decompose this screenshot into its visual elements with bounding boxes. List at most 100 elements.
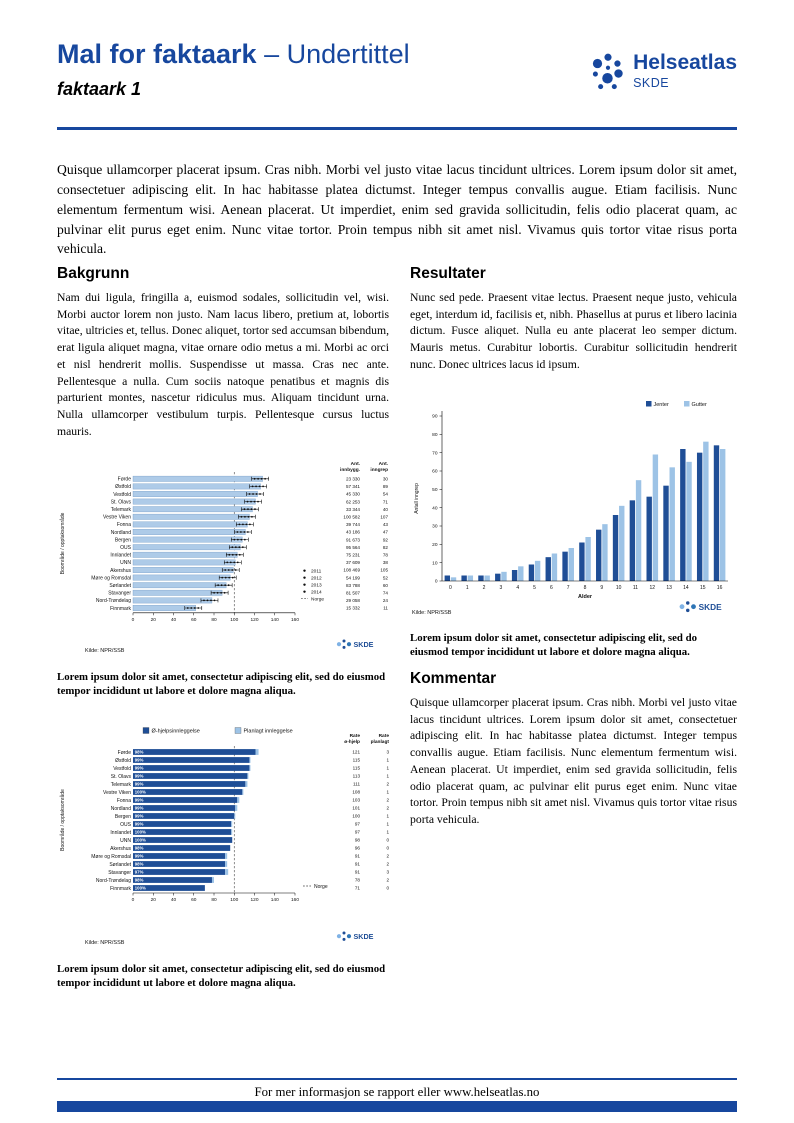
svg-text:15 332: 15 332 (346, 605, 360, 610)
svg-text:54: 54 (383, 491, 389, 496)
svg-text:Rate: Rate (350, 733, 361, 739)
svg-text:78: 78 (355, 878, 361, 883)
svg-text:Innlandet: Innlandet (110, 830, 131, 836)
svg-text:Innlandet: Innlandet (110, 552, 131, 558)
svg-text:Bergen: Bergen (115, 814, 131, 820)
helseatlas-logo-dots-icon (590, 52, 626, 99)
svg-text:1: 1 (466, 585, 469, 591)
svg-text:2: 2 (386, 862, 389, 867)
svg-text:115: 115 (353, 766, 361, 771)
svg-text:Alder: Alder (578, 594, 593, 600)
svg-text:20: 20 (151, 616, 157, 622)
svg-text:5: 5 (533, 585, 536, 591)
svg-text:78: 78 (383, 552, 389, 557)
svg-text:140: 140 (271, 897, 279, 903)
svg-text:2014: 2014 (311, 589, 322, 595)
svg-text:95 564: 95 564 (346, 545, 360, 550)
svg-text:innbygg.: innbygg. (340, 467, 360, 473)
svg-text:23 330: 23 330 (346, 476, 360, 481)
svg-text:99%: 99% (135, 774, 144, 779)
section-heading-bakgrunn: Bakgrunn (57, 265, 130, 282)
svg-text:120: 120 (250, 616, 258, 622)
svg-text:99%: 99% (135, 854, 144, 859)
svg-text:2012: 2012 (311, 575, 322, 581)
svg-text:2: 2 (386, 878, 389, 883)
svg-text:Telemark: Telemark (111, 782, 132, 788)
svg-text:60: 60 (383, 583, 389, 588)
svg-text:100%: 100% (135, 830, 146, 835)
svg-text:OUS: OUS (120, 822, 132, 828)
svg-text:20: 20 (432, 542, 438, 548)
svg-text:UNN: UNN (120, 560, 131, 566)
svg-text:91 673: 91 673 (346, 537, 360, 542)
svg-text:98: 98 (355, 838, 361, 843)
svg-text:Fonna: Fonna (117, 522, 131, 528)
svg-text:45 330: 45 330 (346, 491, 360, 496)
svg-text:62 253: 62 253 (346, 499, 360, 504)
svg-text:0: 0 (132, 897, 135, 903)
svg-text:30: 30 (383, 476, 389, 481)
svg-text:108: 108 (352, 790, 360, 795)
svg-text:71: 71 (355, 886, 361, 891)
svg-text:Akershus: Akershus (110, 846, 131, 852)
svg-text:1: 1 (386, 814, 389, 819)
svg-text:71: 71 (383, 499, 389, 504)
svg-text:7: 7 (567, 585, 570, 591)
svg-text:ø-hjelp: ø-hjelp (344, 739, 360, 745)
svg-text:99%: 99% (135, 798, 144, 803)
svg-text:98%: 98% (135, 846, 144, 851)
helseatlas-logo-text: Helseatlas SKDE (633, 52, 737, 90)
svg-text:Ø-hjelpsinnleggelse: Ø-hjelpsinnleggelse (152, 729, 200, 735)
right-column: Resultater Nunc sed pede. Praesent vitae… (410, 265, 737, 829)
page-header: Mal for faktaark – Undertittel faktaark … (57, 39, 737, 120)
svg-text:Stavanger: Stavanger (108, 590, 131, 596)
svg-text:2013: 2013 (311, 582, 322, 588)
svg-text:15: 15 (700, 585, 706, 591)
svg-text:1: 1 (386, 758, 389, 763)
brand-name: Helseatlas (633, 51, 737, 74)
svg-text:74: 74 (383, 590, 389, 595)
svg-text:Førde: Førde (118, 750, 132, 756)
svg-text:97: 97 (355, 830, 361, 835)
svg-text:47: 47 (383, 529, 389, 534)
svg-text:Nord-Trøndelag: Nord-Trøndelag (96, 878, 131, 884)
svg-text:2: 2 (386, 806, 389, 811)
svg-text:113: 113 (353, 774, 361, 779)
svg-text:2: 2 (483, 585, 486, 591)
svg-text:100: 100 (352, 814, 360, 819)
svg-text:2: 2 (386, 782, 389, 787)
svg-text:Østfold: Østfold (115, 758, 131, 764)
svg-text:1: 1 (386, 766, 389, 771)
svg-text:1: 1 (386, 822, 389, 827)
footer-bar (57, 1101, 737, 1112)
intro-paragraph: Quisque ullamcorper placerat ipsum. Cras… (57, 161, 737, 257)
svg-text:40: 40 (171, 616, 177, 622)
svg-text:Vestre Viken: Vestre Viken (103, 514, 131, 520)
svg-text:11: 11 (633, 585, 638, 591)
svg-text:Rate: Rate (379, 733, 389, 739)
svg-text:1: 1 (386, 830, 389, 835)
svg-text:30: 30 (432, 523, 438, 529)
svg-text:10: 10 (432, 560, 438, 566)
svg-text:100%: 100% (135, 790, 146, 795)
svg-text:100%: 100% (135, 886, 146, 891)
svg-text:160: 160 (291, 897, 299, 903)
svg-text:Antall inngrep: Antall inngrep (414, 483, 420, 514)
svg-text:99%: 99% (135, 766, 144, 771)
svg-text:120: 120 (250, 897, 258, 903)
svg-text:100: 100 (230, 616, 238, 622)
svg-text:UNN: UNN (120, 838, 131, 844)
svg-text:3: 3 (386, 750, 389, 755)
svg-text:40: 40 (383, 507, 389, 512)
bakgrunn-body: Nam dui ligula, fringilla a, euismod sod… (57, 291, 389, 438)
doc-label: faktaark 1 (57, 78, 142, 99)
svg-text:57 341: 57 341 (346, 484, 360, 489)
svg-text:Kilde: NPR/SSB: Kilde: NPR/SSB (412, 610, 452, 616)
svg-text:0: 0 (386, 886, 389, 891)
svg-text:0: 0 (386, 838, 389, 843)
svg-text:4: 4 (516, 585, 519, 591)
helseatlas-logo: Helseatlas SKDE (590, 52, 737, 99)
svg-text:Bergen: Bergen (115, 537, 131, 543)
svg-text:70: 70 (432, 450, 438, 456)
svg-text:75 231: 75 231 (346, 552, 360, 557)
